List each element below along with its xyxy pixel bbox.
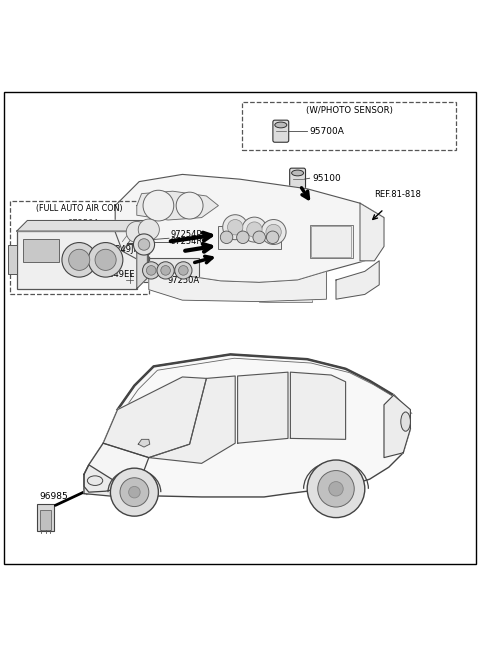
Polygon shape — [290, 372, 346, 440]
Polygon shape — [149, 376, 235, 463]
Circle shape — [62, 243, 96, 277]
Polygon shape — [84, 465, 125, 497]
Circle shape — [228, 220, 243, 235]
Circle shape — [161, 266, 170, 276]
Polygon shape — [137, 191, 218, 220]
Bar — [8, 245, 17, 274]
FancyBboxPatch shape — [273, 120, 289, 142]
Text: (W/PHOTO SENSOR): (W/PHOTO SENSOR) — [306, 106, 393, 115]
Circle shape — [129, 486, 140, 498]
Circle shape — [133, 234, 155, 255]
Circle shape — [138, 219, 159, 240]
Text: 1249JK: 1249JK — [110, 245, 139, 254]
Circle shape — [247, 222, 262, 237]
Circle shape — [253, 231, 265, 243]
Bar — [310, 225, 353, 258]
Polygon shape — [336, 261, 379, 299]
Polygon shape — [84, 354, 410, 497]
Circle shape — [261, 220, 286, 245]
Text: 95700A: 95700A — [310, 127, 345, 136]
Ellipse shape — [275, 122, 287, 128]
Circle shape — [95, 249, 116, 270]
Bar — [139, 245, 148, 274]
Circle shape — [237, 231, 249, 243]
Circle shape — [179, 266, 188, 276]
Circle shape — [143, 262, 160, 279]
Polygon shape — [149, 266, 326, 302]
Bar — [218, 226, 281, 249]
Polygon shape — [17, 220, 147, 231]
Circle shape — [120, 478, 149, 506]
Circle shape — [146, 266, 156, 276]
Text: 97254R: 97254R — [170, 237, 203, 246]
Circle shape — [242, 217, 267, 242]
Polygon shape — [360, 203, 384, 261]
Polygon shape — [137, 220, 147, 289]
Polygon shape — [238, 372, 288, 443]
Circle shape — [176, 192, 203, 219]
Ellipse shape — [401, 412, 410, 431]
Circle shape — [88, 243, 123, 277]
Polygon shape — [115, 174, 384, 282]
Polygon shape — [103, 377, 206, 458]
Text: REF.81-818: REF.81-818 — [374, 190, 421, 199]
Bar — [142, 258, 199, 282]
Bar — [40, 510, 51, 529]
Text: (FULL AUTO AIR CON): (FULL AUTO AIR CON) — [36, 203, 122, 213]
Bar — [259, 282, 312, 302]
Circle shape — [125, 276, 134, 285]
Bar — [10, 201, 149, 295]
Polygon shape — [384, 395, 410, 458]
FancyBboxPatch shape — [290, 168, 306, 190]
Circle shape — [110, 468, 158, 516]
Ellipse shape — [87, 476, 103, 485]
Text: 97254P: 97254P — [170, 230, 202, 239]
Text: 1249EE: 1249EE — [103, 270, 135, 279]
Bar — [37, 504, 54, 531]
Bar — [242, 102, 456, 150]
Bar — [17, 231, 137, 289]
Polygon shape — [138, 440, 150, 447]
Circle shape — [157, 262, 174, 279]
Circle shape — [137, 237, 146, 247]
Text: 95100: 95100 — [312, 174, 341, 183]
Circle shape — [175, 262, 192, 279]
Circle shape — [329, 482, 343, 496]
Circle shape — [318, 470, 354, 507]
Text: 97250A: 97250A — [168, 276, 200, 285]
Circle shape — [126, 222, 147, 243]
Circle shape — [307, 460, 365, 518]
Circle shape — [223, 215, 248, 239]
Text: 97250A: 97250A — [68, 219, 100, 228]
Text: 96985: 96985 — [39, 493, 68, 501]
Bar — [23, 239, 59, 262]
Circle shape — [143, 190, 174, 221]
Circle shape — [138, 239, 150, 250]
Circle shape — [220, 231, 233, 243]
Ellipse shape — [292, 170, 304, 176]
Bar — [311, 226, 351, 257]
Circle shape — [266, 224, 281, 239]
Circle shape — [266, 231, 279, 243]
Polygon shape — [84, 443, 149, 492]
Circle shape — [69, 249, 90, 270]
